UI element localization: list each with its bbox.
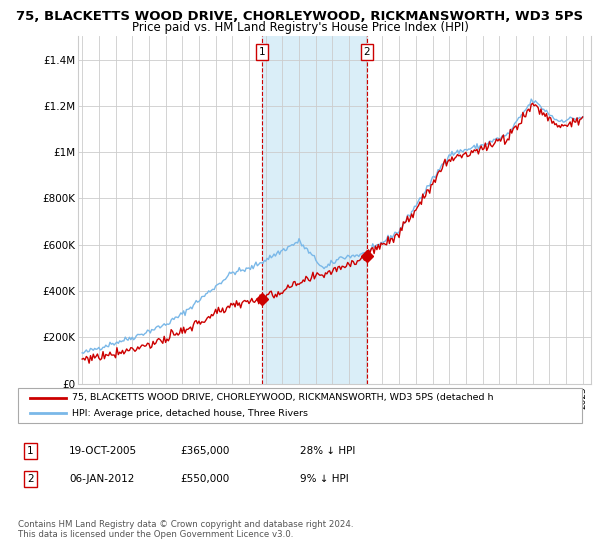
Text: 9% ↓ HPI: 9% ↓ HPI: [300, 474, 349, 484]
Text: 1: 1: [27, 446, 34, 456]
Text: 1: 1: [259, 47, 266, 57]
Text: Price paid vs. HM Land Registry's House Price Index (HPI): Price paid vs. HM Land Registry's House …: [131, 21, 469, 34]
Bar: [262, 36, 367, 384]
Text: 75, BLACKETTS WOOD DRIVE, CHORLEYWOOD, RICKMANSWORTH, WD3 5PS: 75, BLACKETTS WOOD DRIVE, CHORLEYWOOD, R…: [16, 10, 584, 23]
Text: 2: 2: [364, 47, 370, 57]
Text: £365,000: £365,000: [180, 446, 229, 456]
Text: 06-JAN-2012: 06-JAN-2012: [69, 474, 134, 484]
Text: Contains HM Land Registry data © Crown copyright and database right 2024.
This d: Contains HM Land Registry data © Crown c…: [18, 520, 353, 539]
Text: 28% ↓ HPI: 28% ↓ HPI: [300, 446, 355, 456]
Text: HPI: Average price, detached house, Three Rivers: HPI: Average price, detached house, Thre…: [72, 409, 308, 418]
Text: 2: 2: [27, 474, 34, 484]
Text: 19-OCT-2005: 19-OCT-2005: [69, 446, 137, 456]
Text: 75, BLACKETTS WOOD DRIVE, CHORLEYWOOD, RICKMANSWORTH, WD3 5PS (detached h: 75, BLACKETTS WOOD DRIVE, CHORLEYWOOD, R…: [72, 393, 493, 402]
Text: £550,000: £550,000: [180, 474, 229, 484]
